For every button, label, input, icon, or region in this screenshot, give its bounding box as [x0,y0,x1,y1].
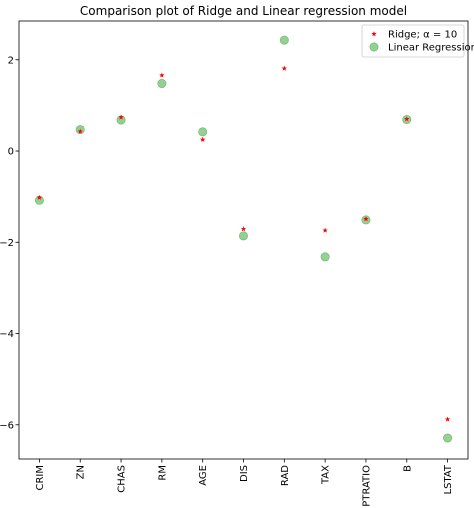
legend-linear-marker [369,42,379,52]
x-tick-label: CRIM [35,465,46,491]
legend-box [361,24,465,58]
x-tick-label: AGE [198,465,209,486]
linear-regression-point [157,79,167,89]
x-tick-label: TAX [321,465,332,485]
legend-ridge-label: Ridge; α = 10 [388,30,457,41]
y-tick-label: −6 [0,420,14,431]
ridge-point [200,136,206,142]
x-tick-label: B [402,465,413,472]
x-tick-label: ZN [76,465,87,479]
y-tick-label: 2 [8,55,14,66]
x-tick-label: LSTAT [443,464,454,494]
x-tick-label: DIS [239,465,250,482]
ridge-point [444,416,451,422]
x-tick-label: PTRATIO [361,465,372,507]
linear-regression-point [279,35,289,45]
x-tick-label: RM [157,465,168,481]
linear-regression-point [443,433,453,443]
plot-marks [34,35,453,443]
ridge-point [77,128,83,134]
ridge-point [159,72,165,78]
chart-title: Comparison plot of Ridge and Linear regr… [80,4,407,18]
ridge-point [322,227,328,233]
y-tick-label: −2 [0,238,14,249]
x-tick-label: CHAS [117,465,128,493]
x-tick-label: RAD [280,465,291,486]
ridge-point [36,194,43,200]
ridge-point [118,114,124,120]
y-tick-label: −4 [0,329,14,340]
linear-regression-point [239,231,249,241]
ridge-point [281,65,287,71]
linear-regression-point [198,127,208,137]
legend-linear-label: Linear Regression [388,43,474,54]
y-tick-label: 0 [8,147,14,158]
axes: 2 0 −2 −4 −6 CRIM ZN CHAS RM AGE DIS RAD TAX PTRATIO B… [0,55,454,506]
legend: Ridge; α = 10 Linear Regression [361,24,474,58]
ridge-point [240,226,247,232]
ridge-point [363,216,369,222]
linear-regression-point [320,252,330,262]
legend-ridge-marker [371,31,377,37]
ridge-point [404,116,410,122]
